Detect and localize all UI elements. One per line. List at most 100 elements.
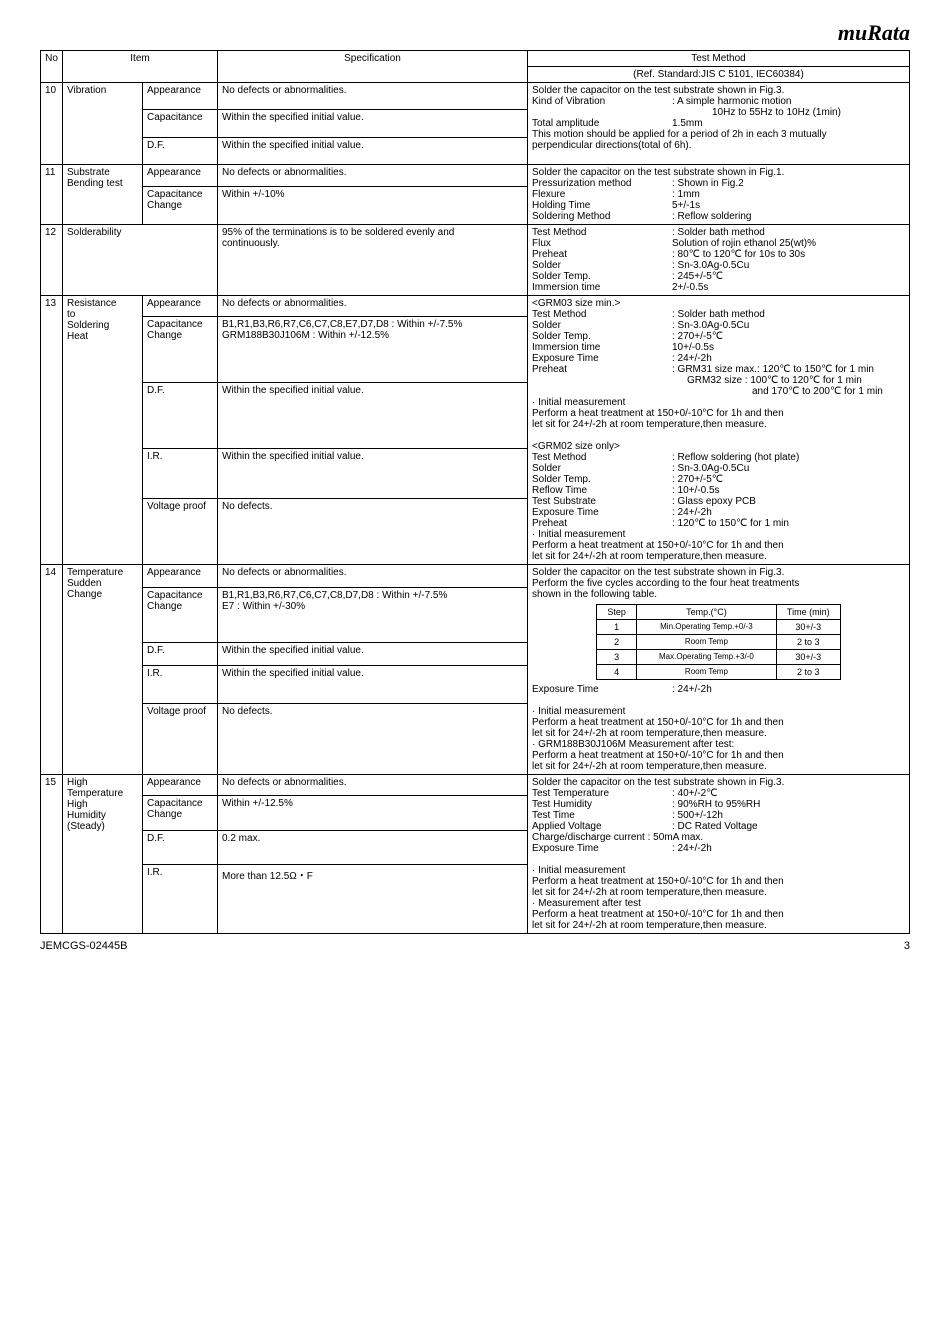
row13-df: D.F. <box>143 382 218 448</box>
r15-m5b: : DC Rated Voltage <box>672 821 758 832</box>
r10-m6: perpendicular directions(total of 6h). <box>532 140 905 151</box>
r15-m2a: Test Temperature <box>532 788 672 799</box>
row15-method: Solder the capacitor on the test substra… <box>528 775 910 934</box>
row14-no: 14 <box>41 565 63 775</box>
r12-m5a: Solder Temp. <box>532 271 672 282</box>
r13-m10: · Initial measurement <box>532 397 905 408</box>
r12-m6b: 2+/-0.5s <box>672 282 708 293</box>
r14-m9: Perform a heat treatment at 150+0/-10°C … <box>532 750 905 761</box>
r13-m20a: Preheat <box>532 518 672 529</box>
row13-item: Resistance to Soldering Heat <box>63 296 143 565</box>
row13-method: <GRM03 size min.> Test Method: Solder ba… <box>528 296 910 565</box>
r15-m7a: Exposure Time <box>532 843 672 854</box>
r14-irs: Within the specified initial value. <box>222 668 523 679</box>
row12-no: 12 <box>41 225 63 296</box>
r14-cs1: B1,R1,B3,R6,R7,C6,C7,C8,D7,D8 : Within +… <box>222 590 523 601</box>
r10-m1: Solder the capacitor on the test substra… <box>532 85 905 96</box>
r13-m3b: : Sn-3.0Ag-0.5Cu <box>672 320 749 331</box>
r13-m3a: Solder <box>532 320 672 331</box>
r13-m7b: : GRM31 size max.: 120℃ to 150℃ for 1 mi… <box>672 364 874 375</box>
row11-appearance: Appearance <box>143 165 218 187</box>
r13-i3: Soldering <box>67 320 138 331</box>
header-method: Test Method <box>528 51 910 67</box>
r13-i4: Heat <box>67 331 138 342</box>
r15-m2b: : 40+/-2℃ <box>672 788 717 799</box>
r15-i2: Temperature <box>67 788 138 799</box>
r14-i2: Sudden Change <box>67 578 138 600</box>
r14-m4a: Exposure Time <box>532 684 672 695</box>
r14-r1-2: 30+/-3 <box>776 620 840 635</box>
r13-m16b: : 270+/-5℃ <box>672 474 723 485</box>
r14-chg: Change <box>147 601 213 612</box>
r14-r3-2: 30+/-3 <box>776 650 840 665</box>
row11-cap-spec: Within +/-10% <box>218 187 528 225</box>
r15-i3: High <box>67 799 138 810</box>
r12-m2b: Solution of rojin ethanol 25(wt)% <box>672 238 816 249</box>
r15-i4: Humidity <box>67 810 138 821</box>
r13-cap: Capacitance <box>147 319 213 330</box>
r15-m8: · Initial measurement <box>532 865 905 876</box>
r13-m5b: 10+/-0.5s <box>672 342 714 353</box>
r11-i1: Substrate <box>67 167 138 178</box>
r11-m2b: : Shown in Fig.2 <box>672 178 744 189</box>
r15-cs: Within +/-12.5% <box>222 798 523 809</box>
row12-item: Solderability <box>63 225 218 296</box>
row14-appearance: Appearance <box>143 565 218 588</box>
r13-m18a: Test Substrate <box>532 496 672 507</box>
r13-m15a: Solder <box>532 463 672 474</box>
r15-m4a: Test Time <box>532 810 672 821</box>
r14-r3-0: 3 <box>597 650 637 665</box>
row14-vp-spec: No defects. <box>218 704 528 775</box>
header-method-sub: (Ref. Standard:JIS C 5101, IEC60384) <box>528 67 910 83</box>
row15-item: High Temperature High Humidity (Steady) <box>63 775 143 934</box>
r15-cap: Capacitance <box>147 798 213 809</box>
r13-i2: to <box>67 309 138 320</box>
r14-th1: Step <box>597 605 637 620</box>
r15-m11: · Measurement after test <box>532 898 905 909</box>
page-footer: JEMCGS-02445B 3 <box>40 940 910 952</box>
r11-m2a: Pressurization method <box>532 178 672 189</box>
r15-m3b: : 90%RH to 95%RH <box>672 799 760 810</box>
footer-page-num: 3 <box>904 940 910 952</box>
r14-m6: Perform a heat treatment at 150+0/-10°C … <box>532 717 905 728</box>
r13-m2a: Test Method <box>532 309 672 320</box>
r14-m4b: : 24+/-2h <box>672 684 712 695</box>
r14-m5: · Initial measurement <box>532 706 905 717</box>
row15-ir-spec: More than 12.5Ω・F <box>218 865 528 934</box>
row15-df-spec: 0.2 max. <box>218 830 528 865</box>
r10-m4b: 1.5mm <box>672 118 703 129</box>
header-no: No <box>41 51 63 83</box>
r14-vps: No defects. <box>222 706 523 717</box>
r13-m8: GRM32 size : 100℃ to 120℃ for 1 min <box>532 375 905 386</box>
r11-m5a: Soldering Method <box>532 211 672 222</box>
row14-cap: Capacitance Change <box>143 588 218 643</box>
row13-cap: Capacitance Change <box>143 317 218 383</box>
r13-m15b: : Sn-3.0Ag-0.5Cu <box>672 463 749 474</box>
row14-df-spec: Within the specified initial value. <box>218 642 528 665</box>
r14-m7: let sit for 24+/-2h at room temperature,… <box>532 728 905 739</box>
r13-cs2: GRM188B30J106M : Within +/-12.5% <box>222 330 523 341</box>
r13-m14a: Test Method <box>532 452 672 463</box>
r13-cs1: B1,R1,B3,R6,R7,C6,C7,C8,E7,D7,D8 : Withi… <box>222 319 523 330</box>
r13-dfs: Within the specified initial value. <box>222 385 523 396</box>
r14-inner-table: Step Temp.(°C) Time (min) 1Min.Operating… <box>596 604 840 680</box>
r14-cap: Capacitance <box>147 590 213 601</box>
r14-cs2: E7 : Within +/-30% <box>222 601 523 612</box>
r15-m3a: Test Humidity <box>532 799 672 810</box>
row13-vp: Voltage proof <box>143 499 218 565</box>
row15-appearance: Appearance <box>143 775 218 796</box>
r11-cap: Capacitance <box>147 189 213 200</box>
row13-no: 13 <box>41 296 63 565</box>
row14-ir: I.R. <box>143 665 218 704</box>
r10-m4a: Total amplitude <box>532 118 672 129</box>
r13-m20b: : 120℃ to 150℃ for 1 min <box>672 518 789 529</box>
row11-app-spec: No defects or abnormalities. <box>218 165 528 187</box>
row14-ir-spec: Within the specified initial value. <box>218 665 528 704</box>
r10-m3: 10Hz to 55Hz to 10Hz (1min) <box>532 107 905 118</box>
row11-method: Solder the capacitor on the test substra… <box>528 165 910 225</box>
r15-chg: Change <box>147 809 213 820</box>
row13-cap-spec: B1,R1,B3,R6,R7,C6,C7,C8,E7,D7,D8 : Withi… <box>218 317 528 383</box>
r11-m4b: 5+/-1s <box>672 200 700 211</box>
row10-appearance: Appearance <box>143 83 218 110</box>
r13-m17a: Reflow Time <box>532 485 672 496</box>
